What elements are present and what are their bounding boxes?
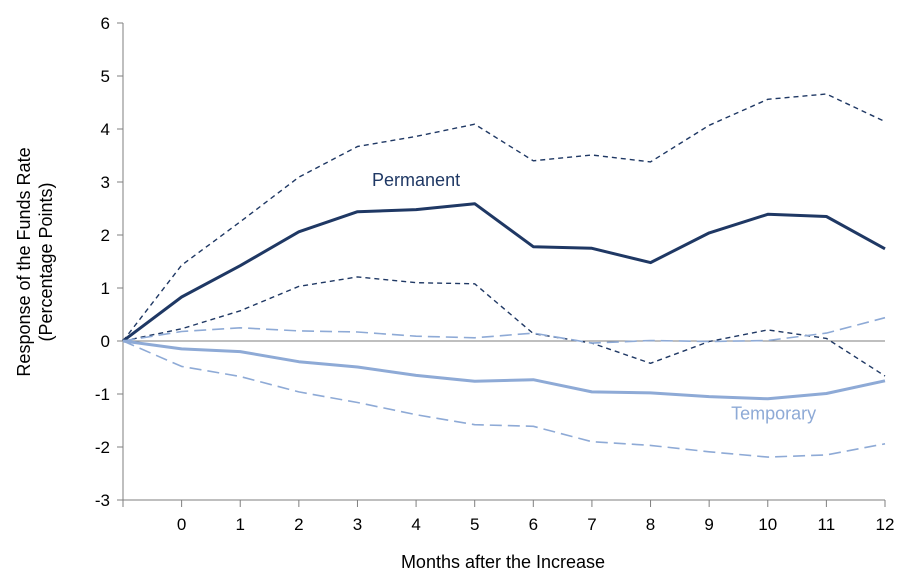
x-tick-label: 10 — [758, 515, 777, 534]
x-tick-label: 4 — [411, 515, 420, 534]
x-tick-label: 0 — [177, 515, 186, 534]
x-tick-label: 5 — [470, 515, 479, 534]
x-tick-label: 1 — [235, 515, 244, 534]
x-tick-label: 9 — [704, 515, 713, 534]
y-tick-label: -1 — [95, 385, 110, 404]
permanent-upper-band-line — [122, 93, 886, 342]
y-tick-label: 4 — [101, 120, 110, 139]
x-tick-label: 6 — [529, 515, 538, 534]
y-tick-label: 6 — [101, 14, 110, 33]
temporary-estimate-line — [122, 339, 886, 401]
y-tick-label: -2 — [95, 438, 110, 457]
y-tick-label: 3 — [101, 173, 110, 192]
x-tick-label: 3 — [353, 515, 362, 534]
x-tick-label: 11 — [818, 515, 836, 534]
temporary-upper-band-line — [122, 316, 886, 344]
y-tick-label: 5 — [101, 67, 110, 86]
y-tick-label: 0 — [101, 332, 110, 351]
temporary-series-label: Temporary — [731, 403, 816, 423]
x-axis-ticks: 0 1 2 3 4 5 6 7 8 9 10 11 12 — [122, 499, 895, 534]
x-tick-label: 8 — [646, 515, 655, 534]
x-tick-label: 2 — [294, 515, 303, 534]
x-axis-title: Months after the Increase — [401, 552, 605, 572]
y-tick-label: -3 — [95, 491, 110, 510]
permanent-series-label: Permanent — [372, 170, 460, 190]
x-tick-label: 12 — [876, 515, 895, 534]
permanent-estimate-line — [122, 202, 886, 343]
series-lines — [122, 93, 886, 458]
x-tick-label: 7 — [587, 515, 596, 534]
y-tick-label: 1 — [101, 279, 110, 298]
y-tick-label: 2 — [101, 226, 110, 245]
y-axis-title-line-2: (Percentage Points) — [36, 182, 56, 341]
series-annotations: Permanent Temporary — [372, 170, 816, 423]
y-axis-ticks: -3 -2 -1 0 1 2 3 4 5 6 — [95, 14, 124, 510]
y-axis-title-line-1: Response of the Funds Rate — [14, 147, 34, 376]
temporary-lower-band-line — [122, 340, 886, 458]
permanent-lower-band-line — [122, 276, 886, 377]
